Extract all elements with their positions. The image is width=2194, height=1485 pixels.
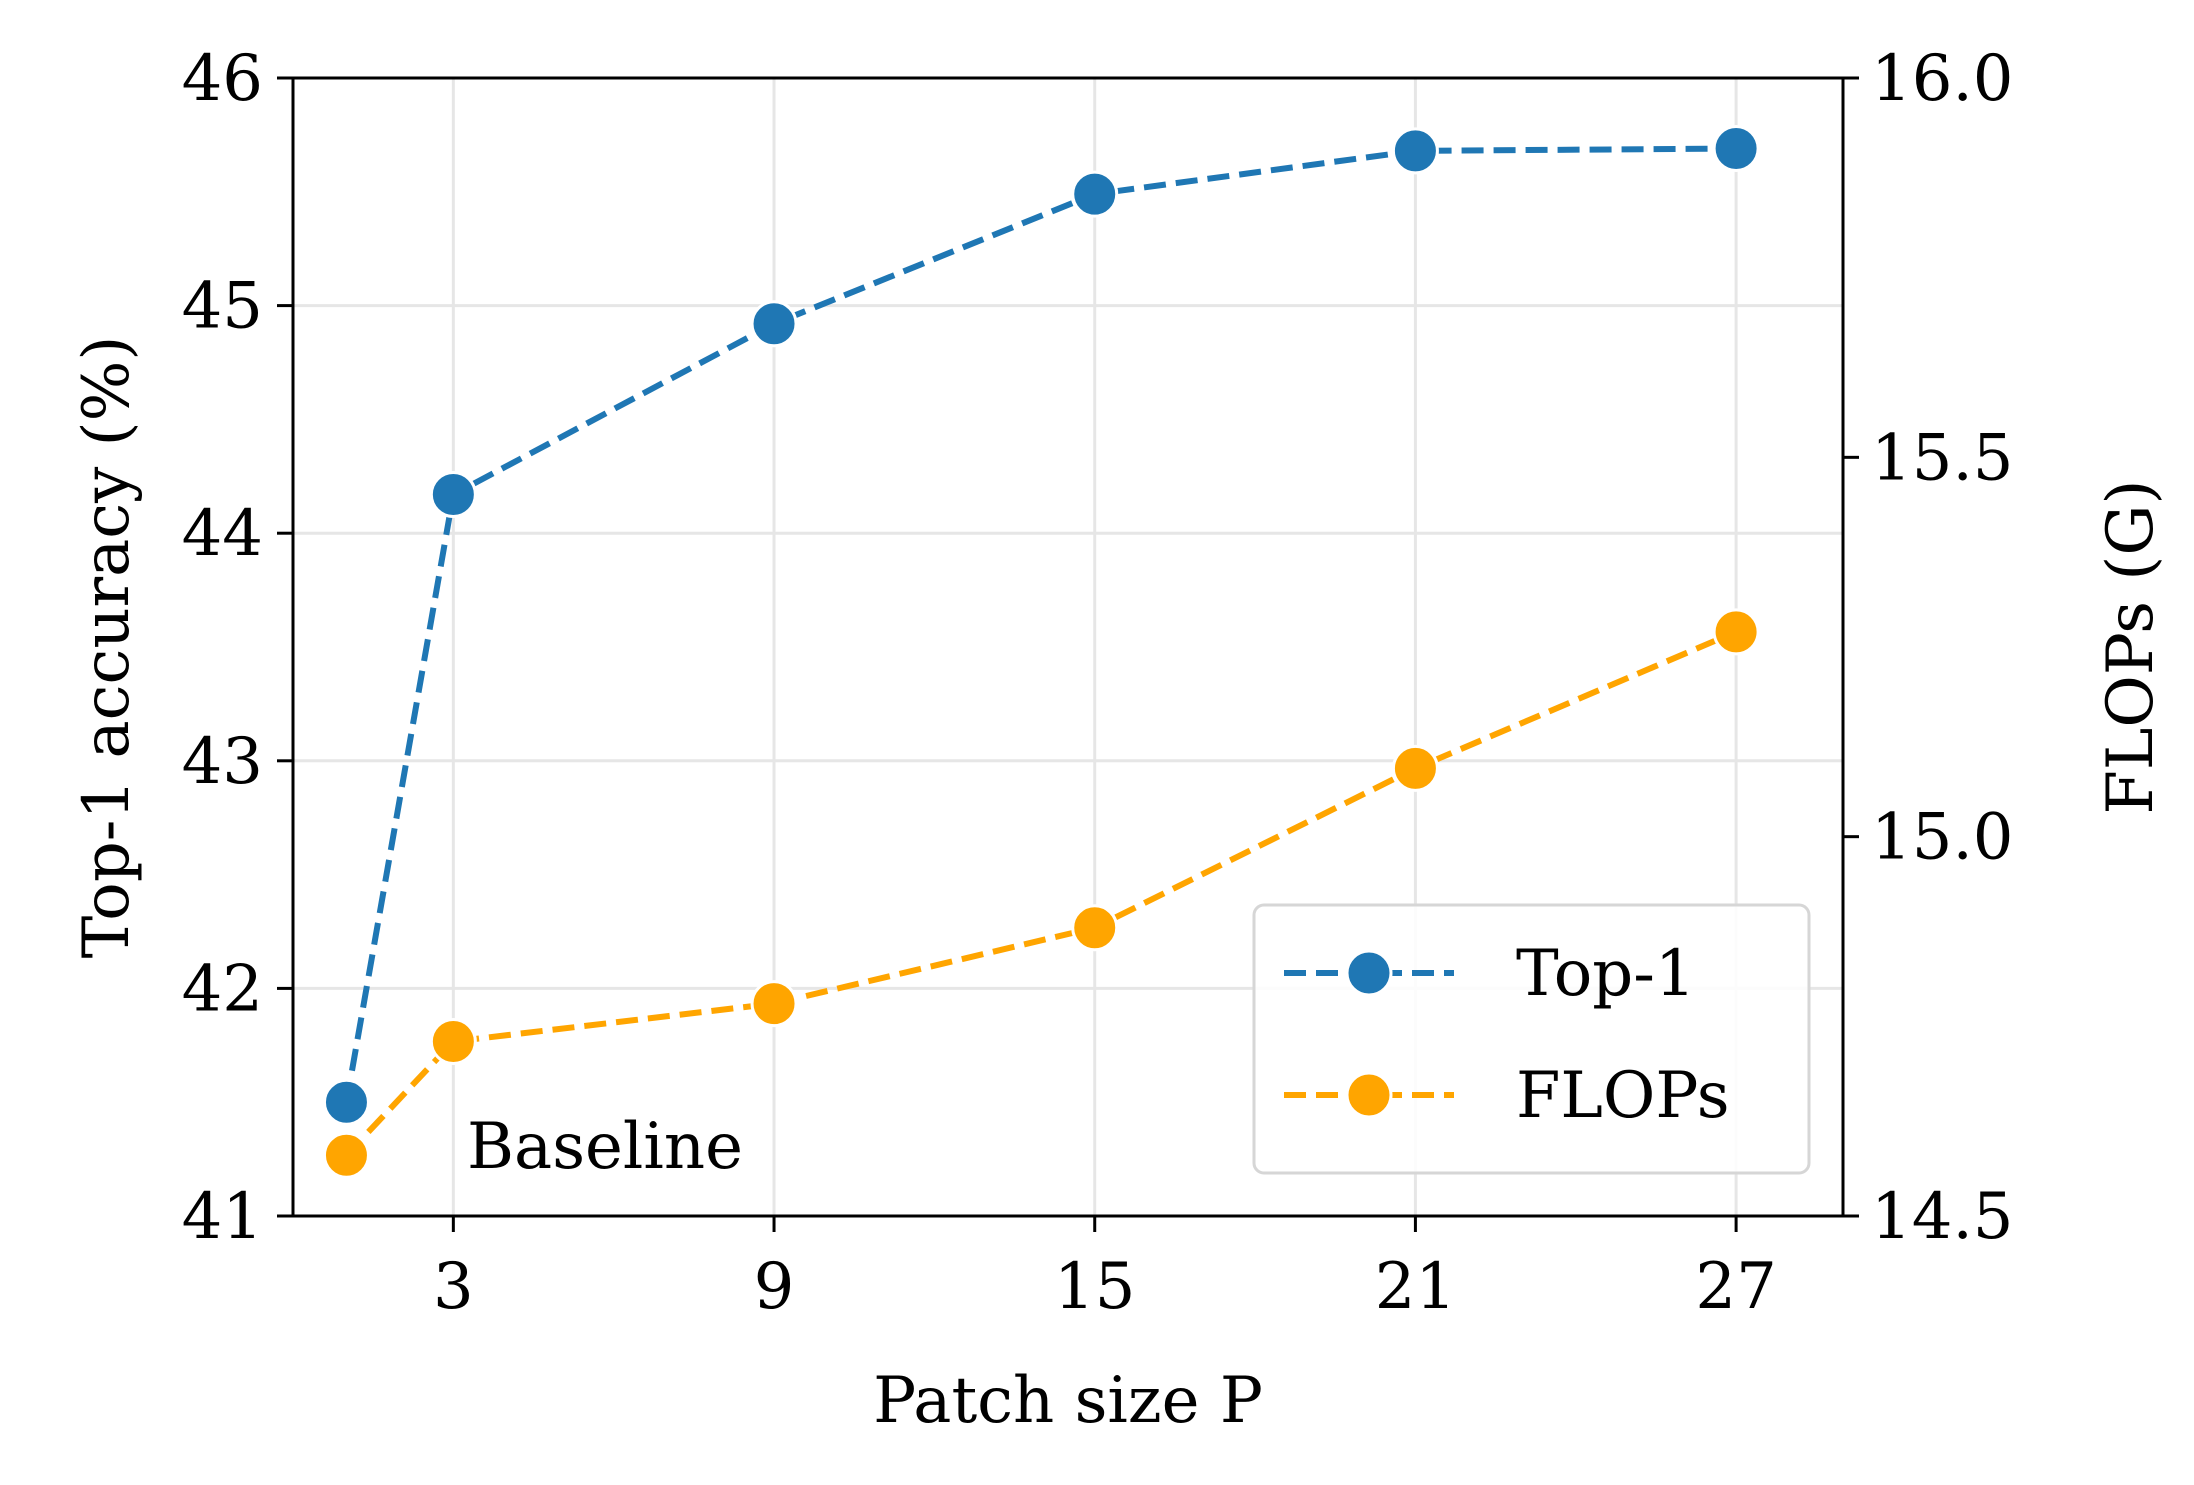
baseline-annotation: Baseline xyxy=(467,1110,743,1184)
legend-swatch-marker xyxy=(1345,949,1393,997)
x-tick-label: 3 xyxy=(433,1250,474,1324)
x-tick-label: 9 xyxy=(754,1250,795,1324)
data-point-flops xyxy=(429,1018,477,1066)
ticks: 3 9 15 21 27 41 42 43 44 45 46 14.5 15.0 15.5 16.0 xyxy=(182,42,2014,1324)
y-left-tick-label: 43 xyxy=(182,725,263,799)
x-tick-label: 21 xyxy=(1375,1250,1456,1324)
data-point-top-1 xyxy=(1712,125,1760,173)
plot-frame xyxy=(291,76,1845,1218)
data-point-flops xyxy=(1071,904,1119,952)
data-point-flops xyxy=(322,1131,370,1179)
x-axis-label: Patch size P xyxy=(873,1364,1263,1438)
y-right-tick-label: 16.0 xyxy=(1871,42,2014,116)
y-left-tick-label: 45 xyxy=(182,270,263,344)
y-axis-right-label: FLOPs (G) xyxy=(2094,480,2168,815)
series-line-flops xyxy=(344,629,1738,1158)
y-left-tick-label: 46 xyxy=(182,42,263,116)
y-left-tick-label: 42 xyxy=(182,952,263,1026)
y-right-tick-label: 15.5 xyxy=(1871,421,2014,495)
data-point-top-1 xyxy=(1071,170,1119,218)
y-left-tick-label: 44 xyxy=(182,497,263,571)
y-axis-left-label: Top-1 accuracy (%) xyxy=(70,336,144,959)
series-layer xyxy=(322,125,1760,1179)
series-line-top-1 xyxy=(343,145,1737,1103)
legend-label-flops: FLOPs xyxy=(1516,1059,1730,1133)
legend-swatch-marker xyxy=(1345,1071,1393,1119)
data-point-top-1 xyxy=(429,471,477,519)
x-tick-label: 15 xyxy=(1054,1250,1135,1324)
data-point-flops xyxy=(750,980,798,1028)
y-right-tick-label: 14.5 xyxy=(1871,1180,2014,1254)
data-point-top-1 xyxy=(322,1078,370,1126)
data-point-top-1 xyxy=(1391,127,1439,175)
y-right-tick-label: 15.0 xyxy=(1871,801,2014,875)
legend-label-top-1: Top-1 xyxy=(1516,937,1696,1011)
data-point-flops xyxy=(1391,744,1439,792)
data-point-flops xyxy=(1712,608,1760,656)
x-tick-label: 27 xyxy=(1695,1250,1776,1324)
y-left-tick-label: 41 xyxy=(182,1180,263,1254)
legend: Top-1 FLOPs xyxy=(1252,903,1811,1175)
data-point-top-1 xyxy=(750,300,798,348)
